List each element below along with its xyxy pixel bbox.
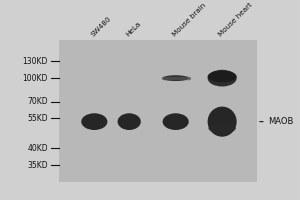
Text: MAOB: MAOB <box>260 117 294 126</box>
Ellipse shape <box>81 113 107 130</box>
Ellipse shape <box>163 113 189 130</box>
Ellipse shape <box>208 123 236 133</box>
Text: 130KD: 130KD <box>22 57 48 66</box>
Text: 100KD: 100KD <box>22 74 48 83</box>
Text: 40KD: 40KD <box>27 144 48 153</box>
FancyBboxPatch shape <box>59 40 257 182</box>
Text: 70KD: 70KD <box>27 97 48 106</box>
Text: SW480: SW480 <box>90 16 112 38</box>
Text: Mouse heart: Mouse heart <box>218 2 254 38</box>
Text: Mouse brain: Mouse brain <box>171 2 207 38</box>
Ellipse shape <box>208 107 237 137</box>
Ellipse shape <box>118 113 141 130</box>
Text: 55KD: 55KD <box>27 114 48 123</box>
Text: HeLa: HeLa <box>125 21 142 38</box>
Text: 35KD: 35KD <box>27 161 48 170</box>
Ellipse shape <box>208 70 237 87</box>
Ellipse shape <box>208 71 237 82</box>
Ellipse shape <box>163 75 189 81</box>
